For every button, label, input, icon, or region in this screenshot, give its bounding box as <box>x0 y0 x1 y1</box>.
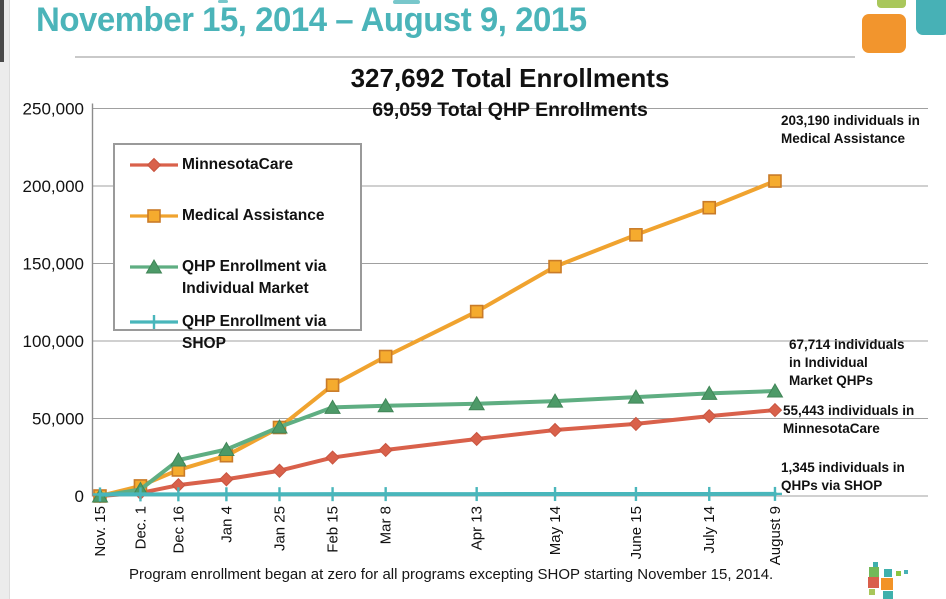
mosaic-square <box>869 589 875 595</box>
clipped-text-remnant <box>218 0 228 3</box>
diamond-marker-icon <box>130 157 178 173</box>
legend-items: MinnesotaCare Medical Assistance QHP Enrol… <box>128 154 360 355</box>
mosaic-square <box>904 570 908 574</box>
svg-text:0: 0 <box>75 487 84 506</box>
header-divider <box>75 56 855 58</box>
plus-marker-icon <box>130 315 178 329</box>
svg-text:Jan 25: Jan 25 <box>271 506 288 551</box>
svg-text:200,000: 200,000 <box>23 177 84 196</box>
mosaic-square <box>881 578 893 590</box>
annotation-medical-assistance: 203,190 individuals in Medical Assistanc… <box>781 113 920 146</box>
svg-text:June 15: June 15 <box>628 506 645 559</box>
svg-text:May 14: May 14 <box>547 506 564 555</box>
legend-label: MinnesotaCare <box>182 156 294 173</box>
legend-item-1: MinnesotaCare <box>128 154 360 176</box>
page-edge-strip <box>0 0 10 599</box>
clipped-text-remnant <box>393 0 420 4</box>
square-marker-icon <box>130 209 178 223</box>
chart-subtitle: 69,059 Total QHP Enrollments <box>372 99 648 121</box>
legend-item-3: QHP Enrollment via Individual Market <box>128 256 360 300</box>
svg-text:Nov. 15: Nov. 15 <box>92 506 109 557</box>
svg-text:Apr 13: Apr 13 <box>469 506 486 550</box>
svg-text:Jan 4: Jan 4 <box>218 506 235 543</box>
mosaic-square <box>869 567 879 577</box>
mosaic-square <box>883 591 893 599</box>
legend-item-4: QHP Enrollment via SHOP <box>128 311 360 355</box>
svg-text:August 9: August 9 <box>767 506 784 565</box>
mosaic-square <box>884 569 892 577</box>
decorative-square-green <box>877 0 906 8</box>
decorative-square-teal <box>916 0 946 35</box>
annotation-minnesotacare: 55,443 individuals in MinnesotaCare <box>783 403 915 436</box>
annotation-shop: 1,345 individuals in QHPs via SHOP <box>781 460 905 493</box>
triangle-marker-icon <box>130 258 178 274</box>
footer-note: Program enrollment began at zero for all… <box>129 566 774 583</box>
chart-title: 327,692 Total Enrollments <box>350 63 670 93</box>
chart-legend: MinnesotaCare Medical Assistance QHP Enrol… <box>113 143 362 352</box>
svg-text:50,000: 50,000 <box>32 410 84 429</box>
svg-text:July 14: July 14 <box>701 506 718 554</box>
legend-label: QHP Enrollment via Individual Market <box>182 258 327 297</box>
slide-date-range-title: November 15, 2014 – August 9, 2015 <box>36 1 587 39</box>
mosaic-square <box>873 562 878 567</box>
legend-label: Medical Assistance <box>182 207 325 224</box>
svg-text:Feb 15: Feb 15 <box>325 506 342 553</box>
svg-text:100,000: 100,000 <box>23 332 84 351</box>
legend-item-2: Medical Assistance <box>128 205 360 227</box>
svg-text:150,000: 150,000 <box>23 255 84 274</box>
svg-text:Mar 8: Mar 8 <box>378 506 395 544</box>
mosaic-decoration <box>860 558 922 599</box>
legend-label: QHP Enrollment via SHOP <box>182 313 327 352</box>
decorative-square-orange <box>862 14 906 53</box>
svg-text:250,000: 250,000 <box>23 100 84 119</box>
annotation-individual-qhp: 67,714 individuals in Individual Market … <box>789 337 905 388</box>
svg-text:Dec 16: Dec 16 <box>170 506 187 554</box>
page-edge-shadow <box>0 0 4 62</box>
svg-text:Dec. 1: Dec. 1 <box>132 506 149 549</box>
mosaic-square <box>868 577 879 588</box>
mosaic-square <box>896 571 901 576</box>
